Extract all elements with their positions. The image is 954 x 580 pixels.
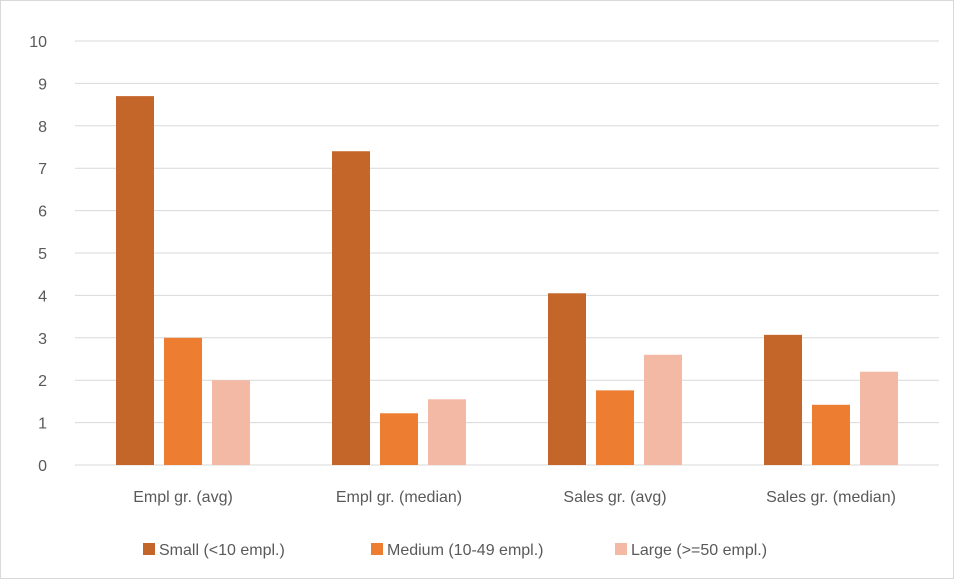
y-axis-ticks: 0 1 2 3 4 5 6 7 8 9 10 <box>29 34 47 475</box>
y-tick-label: 9 <box>38 76 47 93</box>
y-tick-label: 1 <box>38 416 47 433</box>
y-tick-label: 7 <box>38 161 47 178</box>
legend-item: Medium (10-49 empl.) <box>371 542 544 559</box>
x-category-label: Sales gr. (median) <box>766 489 896 506</box>
y-tick-label: 0 <box>38 458 47 475</box>
legend-label: Small (<10 empl.) <box>159 542 285 559</box>
bar <box>332 151 370 466</box>
bar <box>164 337 202 465</box>
legend-swatch <box>615 543 627 555</box>
legend-swatch <box>371 543 383 555</box>
bar <box>812 404 850 465</box>
y-tick-label: 4 <box>38 288 47 305</box>
x-category-label: Empl gr. (median) <box>336 489 462 506</box>
legend: Small (<10 empl.) Medium (10-49 empl.) Lar… <box>143 542 767 559</box>
bar <box>764 334 802 465</box>
y-tick-label: 10 <box>29 34 47 51</box>
bar <box>644 354 682 465</box>
bar <box>548 293 586 465</box>
legend-item: Small (<10 empl.) <box>143 542 285 559</box>
legend-swatch <box>143 543 155 555</box>
x-axis-labels: Empl gr. (avg) Empl gr. (median) Sales gr.… <box>133 489 896 506</box>
bar <box>860 371 898 465</box>
gridlines <box>75 40 939 466</box>
legend-label: Large (>=50 empl.) <box>631 542 767 559</box>
bar <box>212 380 250 465</box>
legend-label: Medium (10-49 empl.) <box>387 542 544 559</box>
legend-item: Large (>=50 empl.) <box>615 542 767 559</box>
bar <box>428 399 466 465</box>
bar <box>596 390 634 465</box>
y-tick-label: 3 <box>38 331 47 348</box>
y-tick-label: 5 <box>38 246 47 263</box>
bars <box>116 96 898 466</box>
bar <box>380 413 418 465</box>
x-category-label: Sales gr. (avg) <box>563 489 666 506</box>
y-tick-label: 8 <box>38 119 47 136</box>
bar <box>116 96 154 466</box>
y-tick-label: 6 <box>38 204 47 221</box>
y-tick-label: 2 <box>38 373 47 390</box>
x-category-label: Empl gr. (avg) <box>133 489 233 506</box>
